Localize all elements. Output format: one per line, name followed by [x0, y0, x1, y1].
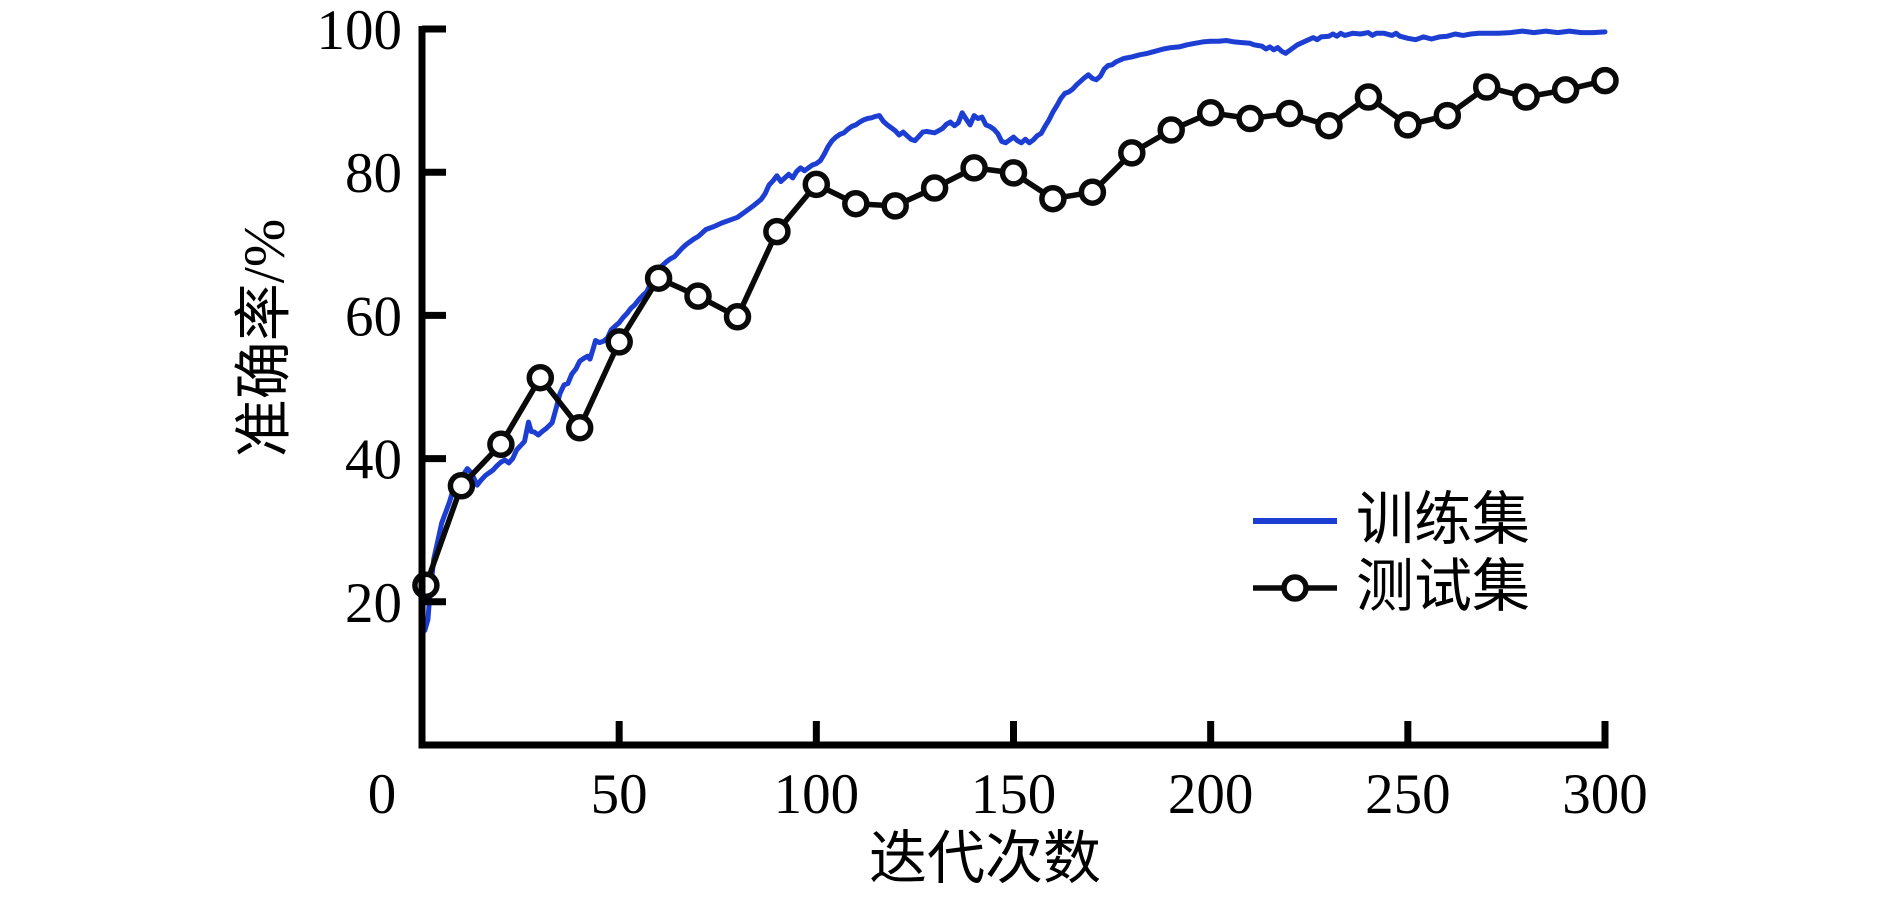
series-1-marker — [526, 363, 555, 392]
y-tick-label: 40 — [345, 429, 402, 492]
x-axis-title: 迭代次数 — [869, 826, 1101, 891]
x-tick-label: 150 — [971, 763, 1057, 826]
series-1-marker — [999, 159, 1028, 187]
y-tick-label: 60 — [345, 285, 402, 348]
series-1-marker — [842, 189, 870, 218]
series-1-marker — [960, 154, 988, 182]
series-1-marker — [487, 430, 515, 459]
series-1-marker — [605, 328, 633, 356]
series-1-marker — [1236, 104, 1264, 133]
x-tick-label: 300 — [1562, 763, 1648, 826]
series-1-marker — [1512, 83, 1540, 111]
series-1-marker — [412, 571, 440, 600]
series-1-marker — [1472, 73, 1501, 101]
series-1-marker — [1354, 83, 1383, 111]
series-1-marker — [1275, 99, 1304, 128]
x-tick-label: 50 — [591, 763, 648, 826]
series-1-marker — [802, 170, 831, 199]
series-1-marker — [1039, 184, 1067, 213]
x-tick-label: 100 — [774, 763, 860, 826]
legend-test-marker-icon — [1281, 574, 1309, 602]
series-1-marker — [1118, 139, 1146, 167]
legend-training-label: 训练集 — [1356, 487, 1530, 552]
y-tick-label: 20 — [345, 572, 402, 635]
series-1-marker — [447, 472, 476, 500]
series-1-marker — [1315, 111, 1343, 140]
series-1-marker — [763, 217, 791, 246]
series-1-marker — [1078, 178, 1107, 206]
series-1-marker — [881, 192, 909, 220]
series-1-marker — [1196, 99, 1225, 127]
series-layer — [412, 28, 1619, 633]
series-1-marker — [920, 174, 949, 202]
series-1-marker — [1591, 66, 1619, 95]
y-tick-label: 80 — [345, 142, 402, 205]
series-1-marker — [1551, 76, 1580, 104]
x-tick-label: 250 — [1365, 763, 1451, 826]
series-1-marker — [1157, 116, 1185, 144]
series-0-line — [422, 28, 1608, 633]
legend-test-label: 测试集 — [1356, 554, 1530, 619]
series-1-marker — [565, 414, 594, 442]
x-tick-label: 0 — [368, 763, 397, 826]
series-1-marker — [1394, 111, 1422, 139]
y-axis-title: 准确率/% — [231, 219, 296, 457]
y-tick-label: 100 — [317, 0, 403, 62]
series-1-marker — [684, 282, 712, 310]
axes-layer: 20 40 60 80 100 0 50 100 150 200 250 300 — [317, 0, 1648, 826]
x-tick-label: 200 — [1168, 763, 1254, 826]
series-1-marker — [723, 303, 752, 331]
series-1-marker — [644, 264, 673, 292]
series-1-marker — [1433, 101, 1462, 130]
legend: 训练集 测试集 — [1253, 487, 1530, 619]
